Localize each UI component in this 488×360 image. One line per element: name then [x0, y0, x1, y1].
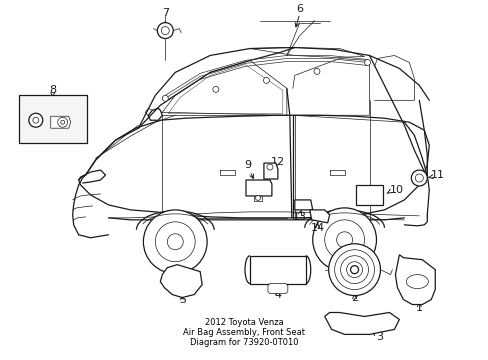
- Text: 5: 5: [179, 294, 185, 305]
- Circle shape: [340, 256, 368, 284]
- Circle shape: [162, 95, 168, 101]
- Text: Diagram for 73920-0T010: Diagram for 73920-0T010: [189, 338, 298, 347]
- Circle shape: [29, 113, 42, 127]
- Polygon shape: [245, 180, 271, 196]
- Circle shape: [33, 117, 39, 123]
- Text: Air Bag Assembly, Front Seat: Air Bag Assembly, Front Seat: [183, 328, 305, 337]
- Text: 7: 7: [162, 8, 168, 18]
- Circle shape: [414, 174, 423, 182]
- Polygon shape: [395, 255, 434, 305]
- Text: 14: 14: [310, 223, 324, 233]
- Text: 2012 Toyota Venza: 2012 Toyota Venza: [204, 319, 283, 328]
- Text: 4: 4: [274, 289, 281, 300]
- Text: 1: 1: [415, 302, 422, 312]
- Text: 10: 10: [388, 185, 403, 195]
- Circle shape: [410, 170, 427, 186]
- Text: 11: 11: [430, 170, 445, 180]
- Text: 6: 6: [296, 4, 303, 14]
- Circle shape: [334, 250, 374, 289]
- Polygon shape: [294, 200, 312, 210]
- Text: 3: 3: [375, 332, 382, 342]
- Circle shape: [61, 120, 64, 124]
- Circle shape: [58, 117, 67, 127]
- Polygon shape: [324, 312, 399, 334]
- Polygon shape: [267, 284, 287, 293]
- Polygon shape: [309, 210, 329, 223]
- Polygon shape: [249, 256, 305, 284]
- Circle shape: [324, 220, 364, 260]
- Circle shape: [312, 208, 376, 272]
- Circle shape: [157, 23, 173, 39]
- Polygon shape: [355, 185, 383, 205]
- Circle shape: [328, 244, 380, 296]
- Circle shape: [346, 262, 362, 278]
- Circle shape: [143, 210, 207, 274]
- Circle shape: [263, 77, 269, 84]
- Polygon shape: [51, 116, 71, 128]
- Text: 2: 2: [350, 293, 357, 302]
- Circle shape: [336, 232, 352, 248]
- Bar: [19, 95, 86, 143]
- Polygon shape: [79, 115, 428, 218]
- Circle shape: [266, 164, 272, 170]
- Circle shape: [167, 234, 183, 250]
- Circle shape: [350, 266, 358, 274]
- Polygon shape: [160, 265, 202, 298]
- Circle shape: [155, 222, 195, 262]
- Circle shape: [161, 27, 169, 35]
- Text: 13: 13: [292, 212, 306, 222]
- Circle shape: [255, 195, 260, 201]
- Text: 8: 8: [49, 85, 56, 95]
- Text: 9: 9: [244, 160, 251, 170]
- Polygon shape: [253, 196, 262, 201]
- Circle shape: [212, 86, 219, 92]
- Circle shape: [364, 59, 370, 66]
- Polygon shape: [264, 163, 277, 179]
- Circle shape: [313, 68, 319, 75]
- Text: 12: 12: [270, 157, 285, 167]
